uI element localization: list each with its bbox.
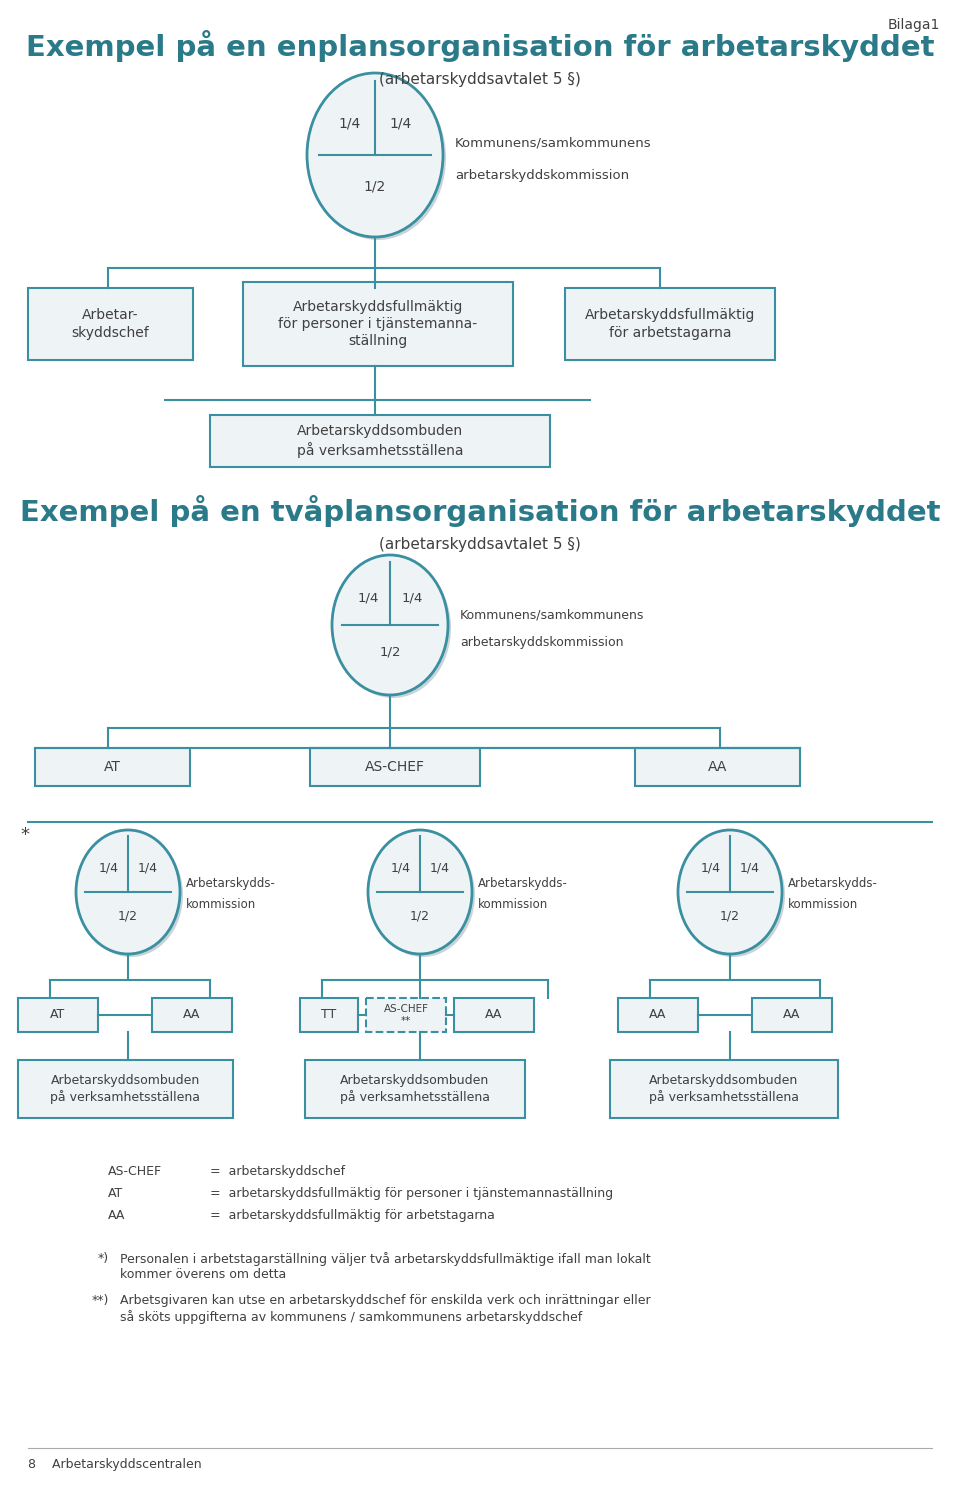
FancyBboxPatch shape bbox=[310, 748, 480, 786]
FancyBboxPatch shape bbox=[305, 1060, 525, 1117]
Text: 1/4: 1/4 bbox=[138, 863, 157, 875]
Text: 1/4: 1/4 bbox=[430, 863, 449, 875]
Text: 1/4: 1/4 bbox=[357, 593, 378, 605]
Text: AT: AT bbox=[108, 1187, 123, 1200]
Ellipse shape bbox=[310, 75, 446, 240]
Text: arbetarskyddskommission: arbetarskyddskommission bbox=[455, 169, 629, 182]
Text: 1/4: 1/4 bbox=[98, 863, 118, 875]
Text: Arbetarskyddsfullmäktig
för arbetstagarna: Arbetarskyddsfullmäktig för arbetstagarn… bbox=[585, 308, 756, 339]
Ellipse shape bbox=[371, 832, 475, 958]
Text: =  arbetarskyddschef: = arbetarskyddschef bbox=[210, 1166, 346, 1178]
Text: AA: AA bbox=[486, 1009, 503, 1021]
FancyBboxPatch shape bbox=[210, 415, 550, 467]
Text: arbetarskyddskommission: arbetarskyddskommission bbox=[460, 636, 623, 648]
Ellipse shape bbox=[368, 829, 472, 955]
FancyBboxPatch shape bbox=[300, 998, 358, 1031]
Text: *): *) bbox=[98, 1252, 109, 1265]
Text: 1/2: 1/2 bbox=[379, 645, 400, 657]
Text: 1/2: 1/2 bbox=[118, 909, 138, 921]
Ellipse shape bbox=[681, 832, 785, 958]
Text: Arbetarskyddsfullmäktig
för personer i tjänstemanna-
ställning: Arbetarskyddsfullmäktig för personer i t… bbox=[278, 300, 477, 348]
Text: så sköts uppgifterna av kommunens / samkommunens arbetarskyddschef: så sköts uppgifterna av kommunens / samk… bbox=[120, 1310, 583, 1324]
Text: kommer överens om detta: kommer överens om detta bbox=[120, 1268, 286, 1280]
Text: Exempel på en enplansorganisation för arbetarskyddet: Exempel på en enplansorganisation för ar… bbox=[26, 30, 934, 62]
Text: AA: AA bbox=[708, 760, 727, 774]
Ellipse shape bbox=[678, 829, 782, 955]
Text: 1/4: 1/4 bbox=[401, 593, 422, 605]
Text: kommission: kommission bbox=[478, 897, 548, 911]
FancyBboxPatch shape bbox=[28, 288, 193, 360]
Text: AA: AA bbox=[649, 1009, 666, 1021]
Text: kommission: kommission bbox=[788, 897, 858, 911]
Text: AA: AA bbox=[108, 1209, 126, 1221]
Text: Exempel på en tvåplansorganisation för arbetarskyddet: Exempel på en tvåplansorganisation för a… bbox=[20, 495, 940, 526]
Text: =  arbetarskyddsfullmäktig för arbetstagarna: = arbetarskyddsfullmäktig för arbetstaga… bbox=[210, 1209, 494, 1221]
FancyBboxPatch shape bbox=[618, 998, 698, 1031]
Text: Arbetarskyddsombuden
på verksamhetsställena: Arbetarskyddsombuden på verksamhetsställ… bbox=[340, 1074, 490, 1104]
FancyBboxPatch shape bbox=[18, 1060, 233, 1117]
Text: AS-CHEF: AS-CHEF bbox=[365, 760, 425, 774]
Text: Arbetsgivaren kan utse en arbetarskyddschef för enskilda verk och inrättningar e: Arbetsgivaren kan utse en arbetarskyddsc… bbox=[120, 1294, 651, 1307]
Text: 1/2: 1/2 bbox=[720, 909, 740, 921]
FancyBboxPatch shape bbox=[752, 998, 832, 1031]
Text: =  arbetarskyddsfullmäktig för personer i tjänstemannaställning: = arbetarskyddsfullmäktig för personer i… bbox=[210, 1187, 613, 1200]
Text: Arbetarskyddsombuden
på verksamhetsställena: Arbetarskyddsombuden på verksamhetsställ… bbox=[649, 1074, 799, 1104]
Text: Kommunens/samkommunens: Kommunens/samkommunens bbox=[460, 608, 644, 621]
Text: Personalen i arbetstagarställning väljer två arbetarskyddsfullmäktige ifall man : Personalen i arbetstagarställning väljer… bbox=[120, 1252, 651, 1267]
Text: 1/4: 1/4 bbox=[390, 116, 412, 131]
FancyBboxPatch shape bbox=[610, 1060, 838, 1117]
Text: 1/4: 1/4 bbox=[700, 863, 720, 875]
Text: AA: AA bbox=[783, 1009, 801, 1021]
Ellipse shape bbox=[335, 558, 451, 698]
Text: (arbetarskyddsavtalet 5 §): (arbetarskyddsavtalet 5 §) bbox=[379, 537, 581, 552]
FancyBboxPatch shape bbox=[18, 998, 98, 1031]
Text: 1/4: 1/4 bbox=[740, 863, 759, 875]
FancyBboxPatch shape bbox=[152, 998, 232, 1031]
Text: kommission: kommission bbox=[186, 897, 256, 911]
Text: Kommunens/samkommunens: Kommunens/samkommunens bbox=[455, 136, 652, 149]
FancyBboxPatch shape bbox=[565, 288, 775, 360]
Text: 1/4: 1/4 bbox=[338, 116, 360, 131]
Ellipse shape bbox=[76, 829, 180, 955]
Text: AS-CHEF
**: AS-CHEF ** bbox=[383, 1004, 428, 1025]
Text: Arbetarskydds-: Arbetarskydds- bbox=[186, 878, 276, 891]
Text: 1/2: 1/2 bbox=[364, 179, 386, 193]
Text: **): **) bbox=[92, 1294, 109, 1307]
Text: 1/2: 1/2 bbox=[410, 909, 430, 921]
Text: AT: AT bbox=[50, 1009, 65, 1021]
Text: 8    Arbetarskyddscentralen: 8 Arbetarskyddscentralen bbox=[28, 1458, 202, 1470]
Text: TT: TT bbox=[322, 1009, 337, 1021]
Text: (arbetarskyddsavtalet 5 §): (arbetarskyddsavtalet 5 §) bbox=[379, 72, 581, 87]
Ellipse shape bbox=[79, 832, 183, 958]
Text: *: * bbox=[20, 826, 29, 844]
Text: AS-CHEF: AS-CHEF bbox=[108, 1166, 162, 1178]
Text: Arbetar-
skyddschef: Arbetar- skyddschef bbox=[72, 308, 150, 339]
FancyBboxPatch shape bbox=[366, 998, 446, 1031]
Text: Bilaga1: Bilaga1 bbox=[888, 18, 941, 32]
FancyBboxPatch shape bbox=[635, 748, 800, 786]
Text: AT: AT bbox=[104, 760, 121, 774]
FancyBboxPatch shape bbox=[35, 748, 190, 786]
Text: Arbetarskydds-: Arbetarskydds- bbox=[788, 878, 877, 891]
Text: 1/4: 1/4 bbox=[390, 863, 410, 875]
Text: Arbetarskyddsombuden
på verksamhetsställena: Arbetarskyddsombuden på verksamhetsställ… bbox=[51, 1074, 201, 1104]
FancyBboxPatch shape bbox=[243, 282, 513, 366]
FancyBboxPatch shape bbox=[454, 998, 534, 1031]
Ellipse shape bbox=[332, 555, 448, 695]
Text: AA: AA bbox=[183, 1009, 201, 1021]
Text: Arbetarskydds-: Arbetarskydds- bbox=[478, 878, 568, 891]
Text: Arbetarskyddsombuden
på verksamhetsställena: Arbetarskyddsombuden på verksamhetsställ… bbox=[297, 424, 464, 458]
Ellipse shape bbox=[307, 72, 443, 237]
